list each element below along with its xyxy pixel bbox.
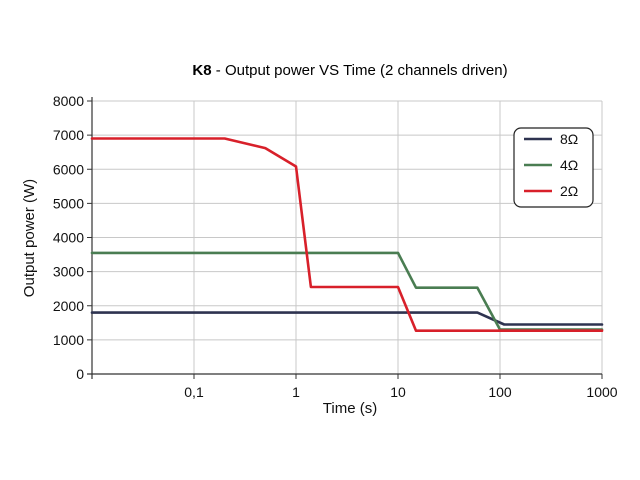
y-tick-label: 6000 [53,161,84,177]
x-tick-label: 1000 [586,384,617,400]
legend-label-3: 2Ω [560,183,578,199]
chart-title-bold: K8 [192,62,211,79]
y-tick-label: 4000 [53,230,84,246]
y-tick-label: 5000 [53,195,84,211]
y-tick-label: 0 [76,366,84,382]
x-tick-label: 10 [390,384,406,400]
x-tick-label: 0,1 [184,384,204,400]
x-tick-label: 1 [292,384,300,400]
chart-title-rest: - Output power VS Time (2 channels drive… [212,62,508,79]
axes: 0 1000 2000 3000 4000 5000 6000 7000 8000 0,1 1 10 1… [53,93,618,400]
y-axis-label: Output power (W) [21,179,38,297]
series-line-2 [90,251,604,331]
y-tick-label: 7000 [53,127,84,143]
y-tick-label: 2000 [53,298,84,314]
legend-label-2: 4Ω [560,157,578,173]
x-tick-label: 100 [488,384,512,400]
chart-title: K8 - Output power VS Time (2 channels dr… [192,62,507,79]
x-axis-label: Time (s) [323,400,377,417]
legend-box [513,127,594,208]
series-line-1 [90,311,604,326]
y-tick-label: 3000 [53,264,84,280]
y-tick-label: 8000 [53,93,84,109]
y-tick-label: 1000 [53,332,84,348]
legend-label-1: 8Ω [560,131,578,147]
series-layer [90,137,604,333]
series-line-3 [90,137,604,333]
legend: 8Ω 4Ω 2Ω [513,127,594,208]
